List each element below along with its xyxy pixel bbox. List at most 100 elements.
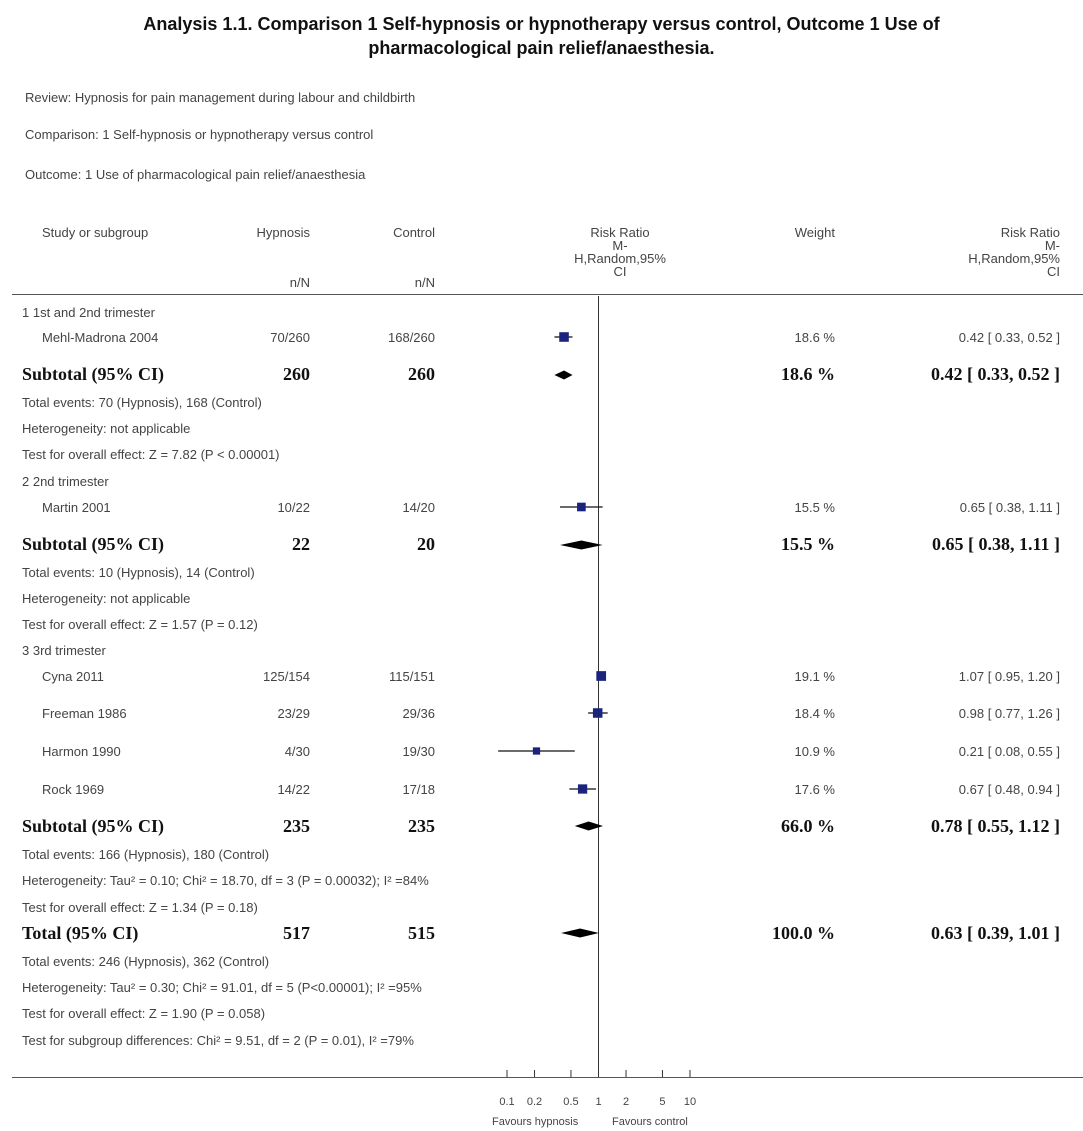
subtotal-hypnosis: 22 bbox=[292, 534, 310, 554]
study-weight: 17.6 % bbox=[794, 782, 835, 797]
outcome-label: Outcome: bbox=[25, 167, 82, 182]
group-label: 1 1st and 2nd trimester bbox=[22, 305, 155, 320]
study-hypnosis: 70/260 bbox=[270, 330, 310, 345]
study-rr: 0.98 [ 0.77, 1.26 ] bbox=[958, 706, 1060, 721]
subtotal-weight: 15.5 % bbox=[781, 534, 835, 554]
pooled-diamond bbox=[560, 540, 603, 550]
page-title-line2: pharmacological pain relief/anaesthesia. bbox=[368, 38, 715, 58]
group-note: Total events: 70 (Hypnosis), 168 (Contro… bbox=[22, 395, 262, 410]
group-note: Test for overall effect: Z = 1.34 (P = 0… bbox=[22, 900, 258, 915]
col-weight: Weight bbox=[794, 225, 835, 240]
footer-rule bbox=[12, 1077, 1083, 1078]
subtotal-weight: 18.6 % bbox=[781, 364, 835, 384]
study-control: 19/30 bbox=[402, 744, 435, 759]
pooled-diamond bbox=[561, 928, 599, 938]
col-rr-plot-4: CI bbox=[613, 264, 627, 279]
group-label: 2 2nd trimester bbox=[22, 474, 109, 489]
col-rr-1: Risk Ratio bbox=[1000, 225, 1060, 240]
subtotal-rr: 0.42 [ 0.33, 0.52 ] bbox=[931, 364, 1060, 384]
group-note: Heterogeneity: not applicable bbox=[22, 591, 191, 606]
pooled-diamond bbox=[574, 821, 604, 831]
study-hypnosis: 23/29 bbox=[277, 706, 310, 721]
total-note: Test for overall effect: Z = 1.90 (P = 0… bbox=[22, 1006, 266, 1021]
review-label: Review: bbox=[25, 90, 72, 105]
study-weight: 18.4 % bbox=[794, 706, 835, 721]
study-control: 29/36 bbox=[402, 706, 435, 721]
group-note: Total events: 10 (Hypnosis), 14 (Control… bbox=[22, 565, 255, 580]
study-hypnosis: 125/154 bbox=[263, 669, 310, 684]
total-hypnosis: 517 bbox=[283, 923, 310, 943]
col-hypnosis: Hypnosis bbox=[256, 225, 310, 240]
col-control: Control bbox=[393, 225, 435, 240]
subtotal-rr: 0.65 [ 0.38, 1.11 ] bbox=[932, 534, 1060, 554]
total-note: Total events: 246 (Hypnosis), 362 (Contr… bbox=[22, 954, 270, 969]
subtotal-control: 260 bbox=[408, 364, 435, 384]
outcome-text: 1 Use of pharmacological pain relief/ana… bbox=[84, 167, 366, 182]
subtotal-hypnosis: 260 bbox=[283, 364, 310, 384]
study-control: 17/18 bbox=[402, 782, 435, 797]
tick-label: 1 bbox=[595, 1096, 602, 1108]
study-weight: 10.9 % bbox=[794, 744, 835, 759]
study-name: Mehl-Madrona 2004 bbox=[42, 330, 159, 345]
col-rr-plot-1: Risk Ratio bbox=[590, 225, 650, 240]
study-hypnosis: 14/22 bbox=[277, 782, 310, 797]
favours-right-label: Favours control bbox=[612, 1116, 688, 1128]
study-name: Martin 2001 bbox=[42, 500, 111, 515]
total-note: Test for subgroup differences: Chi² = 9.… bbox=[22, 1033, 414, 1048]
review-text: Hypnosis for pain management during labo… bbox=[74, 90, 416, 105]
tick-label: 10 bbox=[683, 1096, 697, 1108]
col-control-unit: n/N bbox=[414, 275, 435, 290]
effect-square bbox=[577, 784, 588, 794]
comparison-line: Comparison: 1 Self-hypnosis or hypnother… bbox=[25, 127, 373, 142]
review-line: Review: Hypnosis for pain management dur… bbox=[25, 90, 415, 105]
effect-square bbox=[532, 747, 541, 755]
subtotal-label: Subtotal (95% CI) bbox=[22, 364, 165, 384]
total-weight: 100.0 % bbox=[772, 923, 835, 943]
group-note: Heterogeneity: Tau² = 0.10; Chi² = 18.70… bbox=[22, 873, 429, 888]
tick-label: 5 bbox=[659, 1096, 666, 1108]
study-rr: 0.65 [ 0.38, 1.11 ] bbox=[959, 500, 1060, 515]
group-label: 3 3rd trimester bbox=[22, 643, 106, 658]
comparison-label: Comparison: bbox=[25, 127, 99, 142]
study-name: Freeman 1986 bbox=[42, 706, 127, 721]
study-control: 14/20 bbox=[402, 500, 435, 515]
col-rr-plot-2: M- bbox=[612, 238, 628, 253]
tick-label: 2 bbox=[622, 1096, 630, 1108]
study-control: 115/151 bbox=[388, 669, 435, 684]
subtotal-control: 235 bbox=[408, 816, 435, 836]
col-rr-plot-3: H,Random,95% bbox=[574, 251, 666, 266]
effect-square bbox=[577, 502, 586, 512]
tick-label: 0.1 bbox=[499, 1096, 515, 1108]
header-rule bbox=[12, 294, 1083, 295]
total-control: 515 bbox=[408, 923, 435, 943]
col-rr-2: M- bbox=[1044, 238, 1060, 253]
study-rr: 0.42 [ 0.33, 0.52 ] bbox=[958, 330, 1060, 345]
tick-label: 0.5 bbox=[563, 1096, 579, 1108]
study-weight: 18.6 % bbox=[794, 330, 835, 345]
col-study: Study or subgroup bbox=[42, 225, 149, 240]
col-rr-4: CI bbox=[1047, 264, 1060, 279]
group-note: Test for overall effect: Z = 1.57 (P = 0… bbox=[22, 617, 258, 632]
study-rr: 1.07 [ 0.95, 1.20 ] bbox=[958, 669, 1060, 684]
study-weight: 19.1 % bbox=[794, 669, 835, 684]
study-rr: 0.67 [ 0.48, 0.94 ] bbox=[958, 782, 1060, 797]
subtotal-label: Subtotal (95% CI) bbox=[22, 534, 165, 554]
study-name: Harmon 1990 bbox=[42, 744, 121, 759]
study-control: 168/260 bbox=[388, 330, 435, 345]
group-note: Total events: 166 (Hypnosis), 180 (Contr… bbox=[22, 847, 270, 862]
col-hypnosis-unit: n/N bbox=[289, 275, 310, 290]
group-note: Test for overall effect: Z = 7.82 (P < 0… bbox=[22, 447, 280, 462]
total-rr: 0.63 [ 0.39, 1.01 ] bbox=[931, 923, 1060, 943]
subtotal-weight: 66.0 % bbox=[781, 816, 835, 836]
subtotal-control: 20 bbox=[417, 534, 435, 554]
total-note: Heterogeneity: Tau² = 0.30; Chi² = 91.01… bbox=[22, 980, 422, 995]
favours-left-label: Favours hypnosis bbox=[492, 1116, 579, 1128]
comparison-text: 1 Self-hypnosis or hypnotherapy versus c… bbox=[102, 127, 374, 142]
effect-square bbox=[592, 708, 603, 718]
group-note: Heterogeneity: not applicable bbox=[22, 421, 191, 436]
study-weight: 15.5 % bbox=[794, 500, 835, 515]
col-rr-3: H,Random,95% bbox=[968, 251, 1060, 266]
outcome-line: Outcome: 1 Use of pharmacological pain r… bbox=[25, 167, 365, 182]
effect-square bbox=[596, 671, 607, 681]
